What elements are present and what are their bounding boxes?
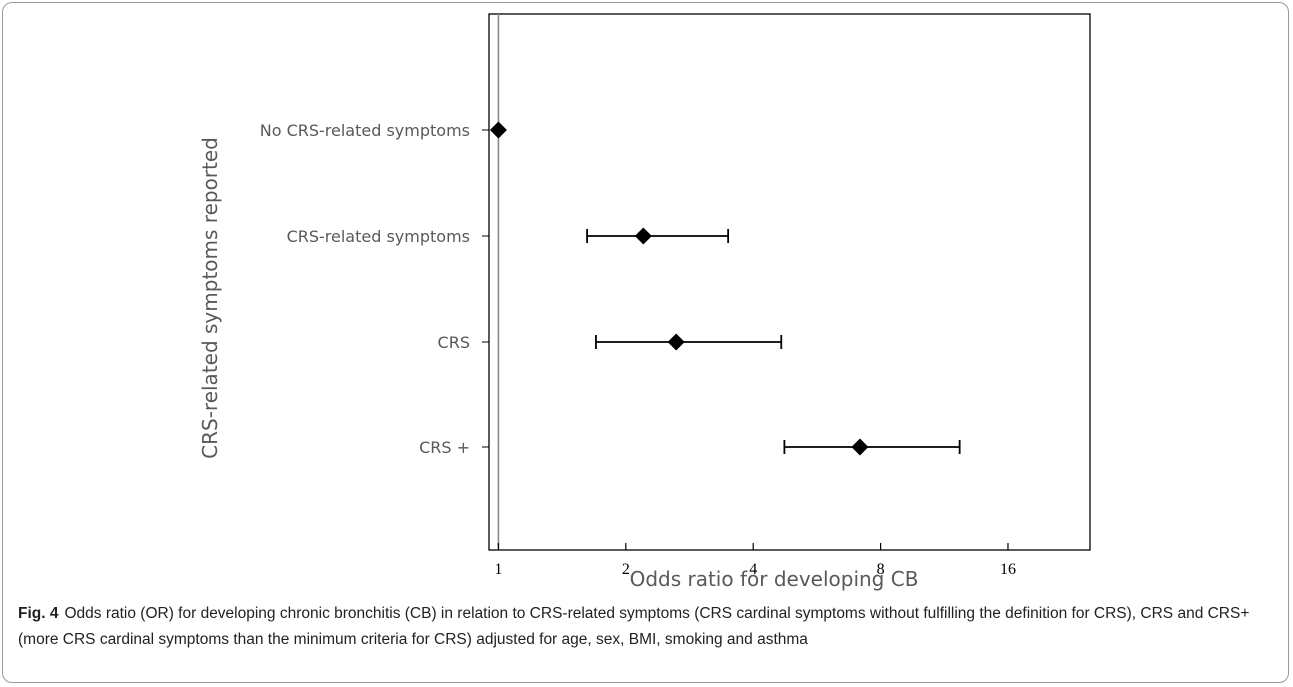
odds-ratio-point <box>851 438 869 456</box>
figure-caption: Fig. 4 Odds ratio (OR) for developing chr… <box>18 601 1280 653</box>
category-label: CRS <box>438 333 470 352</box>
x-axis-title: Odds ratio for developing CB <box>630 567 919 591</box>
x-tick-label: 8 <box>877 561 885 578</box>
x-tick-label: 4 <box>749 561 757 578</box>
forest-plot: 1 2 4 8 16 No CRS-related symptoms CRS-relate… <box>198 13 1091 591</box>
x-tick-label: 16 <box>1000 561 1016 578</box>
plot-area <box>488 13 1091 551</box>
x-tick-label: 2 <box>622 561 630 578</box>
category-label: CRS + <box>419 438 470 457</box>
odds-ratio-point <box>634 227 652 245</box>
category-label: No CRS-related symptoms <box>260 121 470 140</box>
caption-text: Odds ratio (OR) for developing chronic b… <box>18 605 1250 648</box>
odds-ratio-point <box>489 121 507 139</box>
x-tick-label: 1 <box>494 561 502 578</box>
y-axis-title: CRS-related symptoms reported <box>198 137 222 459</box>
odds-ratio-point <box>667 333 685 351</box>
figure-label: Fig. 4 <box>18 605 59 622</box>
category-label: CRS-related symptoms <box>287 227 470 246</box>
